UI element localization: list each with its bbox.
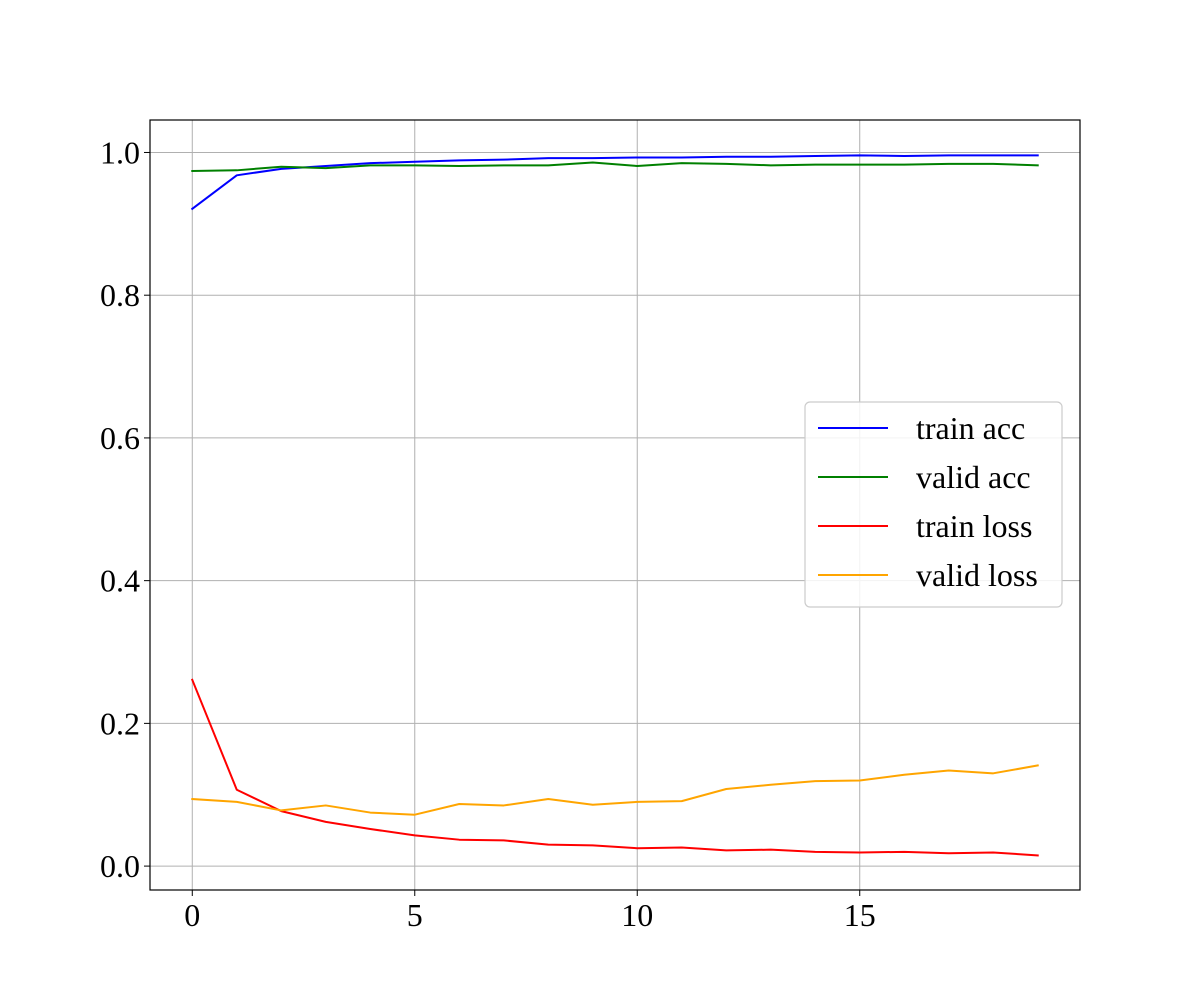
y-tick-label: 0.6	[100, 420, 140, 456]
legend-box	[804, 401, 1063, 608]
plot-frame	[149, 119, 1081, 891]
x-tick-label: 0	[184, 897, 200, 933]
legend: train acc valid acc train loss valid loss	[804, 401, 1063, 608]
legend-label: train acc	[916, 410, 1025, 446]
x-tick-label: 5	[407, 897, 423, 933]
x-tick-label: 10	[621, 897, 653, 933]
legend-label: valid acc	[916, 459, 1031, 495]
series-line-train-acc	[190, 154, 1039, 211]
series-line-valid-loss	[191, 764, 1039, 816]
y-tick-label: 0.0	[100, 848, 140, 884]
grid	[150, 120, 1080, 890]
y-tick-label: 0.8	[100, 277, 140, 313]
legend-label: train loss	[916, 508, 1032, 544]
y-tick-label: 0.2	[100, 705, 140, 741]
x-tick-label: 15	[844, 897, 876, 933]
series-line-train-loss	[190, 678, 1039, 857]
y-tick-label: 0.4	[100, 563, 140, 599]
y-tick-label: 1.0	[100, 134, 140, 170]
legend-label: valid loss	[916, 557, 1038, 593]
series-line-valid-acc	[191, 161, 1039, 173]
x-axis-ticks: 0 5 10 15	[184, 890, 876, 933]
series-lines	[190, 154, 1039, 857]
y-axis-ticks: 0.0 0.2 0.4 0.6 0.8 1.0	[100, 134, 150, 884]
